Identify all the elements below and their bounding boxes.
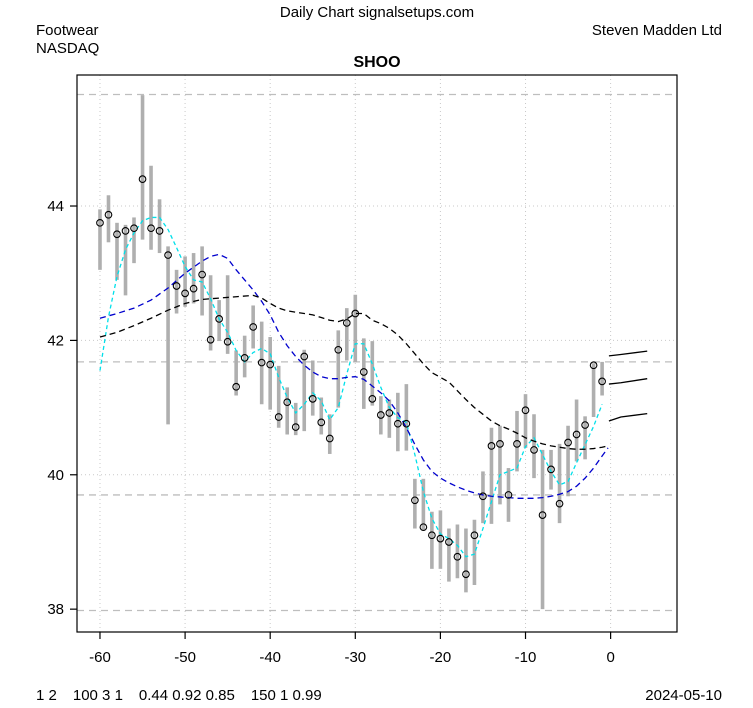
close-marker	[147, 224, 155, 233]
close-marker	[419, 523, 428, 532]
close-marker	[172, 282, 181, 290]
close-marker	[240, 354, 249, 362]
close-marker	[462, 570, 470, 579]
close-marker	[572, 430, 581, 439]
footer-stat-group: 0.44 0.92 0.85	[139, 687, 235, 704]
footer-stats: 1 2 100 3 1 0.44 0.92 0.85 150 1 0.99	[36, 687, 322, 704]
close-marker	[402, 419, 411, 428]
close-marker	[487, 442, 496, 450]
close-marker	[232, 382, 240, 391]
close-marker	[411, 496, 419, 505]
projection-lines	[608, 350, 648, 422]
close-marker	[266, 360, 275, 369]
close-marker	[496, 440, 504, 448]
close-marker	[104, 210, 113, 219]
close-marker	[394, 419, 402, 428]
x-tick-label: 0	[606, 649, 614, 666]
projection-line	[608, 350, 648, 357]
y-tick-label: 40	[47, 467, 64, 484]
close-marker	[317, 418, 326, 427]
close-marker	[113, 230, 121, 239]
close-marker	[334, 345, 343, 354]
x-tick-label: -40	[259, 649, 281, 666]
close-marker	[215, 315, 223, 323]
close-marker	[189, 284, 198, 293]
close-marker	[223, 337, 232, 346]
ma-slow-line	[99, 294, 609, 450]
close-marker	[198, 270, 206, 279]
sector-label: Footwear	[36, 22, 99, 39]
footer-stat-group: 100 3 1	[73, 687, 123, 704]
close-marker	[376, 411, 385, 419]
y-tick-label: 42	[47, 332, 64, 349]
close-marker	[351, 309, 360, 318]
close-marker	[368, 395, 377, 403]
close-marker	[308, 395, 317, 403]
close-marker	[96, 218, 104, 227]
close-marker	[155, 227, 164, 235]
company-name-label: Steven Madden Ltd	[592, 22, 722, 39]
close-marker	[453, 552, 462, 561]
footer-stat-group: 1 2	[36, 687, 57, 704]
close-marker	[530, 446, 538, 454]
plot-border	[76, 74, 678, 633]
close-marker	[547, 465, 555, 474]
axes: -60 -50 -40 -30 -20 -10 0 38 40 42 44	[47, 74, 678, 666]
close-marker	[581, 421, 589, 429]
y-tick-label: 44	[47, 198, 64, 215]
close-marker	[121, 227, 130, 235]
close-marker	[342, 319, 351, 327]
close-marker	[274, 413, 283, 421]
close-markers	[96, 175, 606, 579]
moving-average-lines	[99, 216, 609, 558]
close-marker	[325, 434, 334, 443]
x-tick-label: -30	[344, 649, 366, 666]
close-marker	[598, 377, 606, 386]
close-marker	[181, 289, 189, 298]
close-marker	[300, 352, 309, 361]
footer-date: 2024-05-10	[645, 687, 722, 704]
close-marker	[291, 423, 300, 431]
ma-fast-line	[99, 216, 603, 558]
close-marker	[521, 406, 530, 415]
ticker-title: SHOO	[353, 54, 400, 71]
close-marker	[385, 409, 394, 417]
close-marker	[164, 251, 172, 259]
footer-stat-group: 150 1 0.99	[251, 687, 322, 704]
close-marker	[206, 335, 215, 344]
close-marker	[257, 358, 266, 367]
chart-source-title: Daily Chart signalsetups.com	[280, 4, 474, 21]
close-marker	[283, 398, 292, 407]
close-marker	[589, 361, 598, 370]
close-marker	[564, 438, 572, 447]
projection-line	[608, 378, 648, 385]
close-marker	[138, 175, 147, 183]
close-marker	[445, 538, 453, 546]
price-range-bars	[98, 95, 604, 610]
close-marker	[470, 531, 479, 540]
close-marker	[436, 534, 445, 543]
close-marker	[428, 531, 436, 540]
close-marker	[359, 368, 368, 376]
close-marker	[555, 499, 564, 508]
exchange-label: NASDAQ	[36, 40, 99, 57]
x-tick-label: -50	[174, 649, 196, 666]
close-marker	[538, 511, 547, 519]
projection-line	[608, 412, 648, 422]
close-marker	[249, 323, 258, 331]
y-tick-label: 38	[47, 601, 64, 618]
x-tick-label: -20	[430, 649, 452, 666]
close-marker	[504, 491, 513, 499]
close-marker	[479, 492, 487, 501]
close-marker	[513, 440, 521, 448]
reference-level-lines	[77, 93, 677, 612]
x-tick-label: -10	[515, 649, 537, 666]
x-tick-label: -60	[89, 649, 111, 666]
close-marker	[130, 224, 138, 233]
ma-mid-line	[99, 253, 609, 499]
